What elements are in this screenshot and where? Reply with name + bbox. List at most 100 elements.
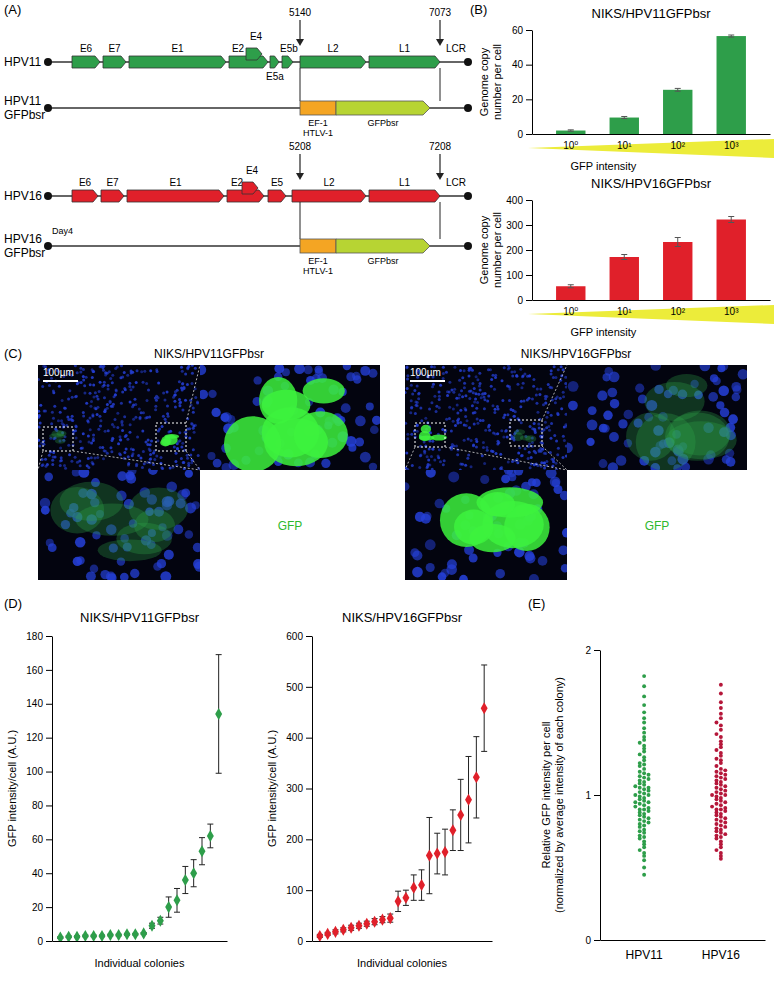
point: [719, 739, 723, 743]
tick-label: 500: [286, 682, 303, 693]
nucleus: [473, 423, 476, 426]
nucleus: [76, 461, 79, 464]
nucleus: [527, 457, 530, 460]
site-label: 7208: [429, 141, 452, 152]
track-end: [464, 58, 472, 66]
nucleus: [458, 393, 461, 396]
nucleus: [115, 390, 118, 393]
nucleus: [472, 391, 475, 394]
image-title: NIKS/HPV16GFPbsr: [521, 347, 632, 361]
point: [418, 879, 425, 891]
nucleus: [476, 418, 479, 421]
tick-mark: [306, 738, 312, 739]
nucleus: [435, 410, 438, 413]
plot-area: [316, 665, 487, 941]
error-bar: [621, 116, 627, 118]
micrograph: [405, 365, 567, 470]
nucleus: [125, 448, 128, 451]
axis-line: [600, 651, 601, 941]
nucleus: [586, 438, 594, 446]
error-cap: [728, 216, 734, 217]
scale-bar: [410, 380, 445, 382]
x-axis: 10⁰10¹10²10³: [533, 134, 771, 151]
nucleus: [131, 452, 134, 455]
error-bar: [166, 897, 172, 917]
nucleus: [431, 468, 434, 470]
point: [348, 922, 355, 934]
nucleus: [554, 401, 557, 404]
nucleus: [61, 422, 64, 425]
nucleus: [82, 415, 85, 418]
point: [642, 684, 646, 688]
nucleus: [474, 411, 477, 414]
nucleus: [430, 401, 433, 404]
nucleus: [155, 454, 158, 457]
point: [642, 703, 646, 707]
tick: 500: [286, 682, 312, 693]
nucleus: [46, 463, 49, 466]
nucleus: [431, 448, 434, 451]
tick-mark: [46, 738, 52, 739]
nucleus: [111, 423, 114, 426]
nucleus: [414, 400, 417, 403]
tick-label: HPV11: [626, 948, 663, 962]
tick-mark: [594, 795, 600, 796]
point: [723, 768, 727, 772]
nucleus: [500, 429, 503, 432]
nucleus: [529, 574, 539, 580]
nucleus: [475, 392, 478, 395]
point: [719, 683, 723, 687]
nucleus: [167, 415, 170, 418]
point: [719, 735, 723, 739]
point: [473, 771, 480, 783]
nucleus: [524, 447, 527, 450]
nucleus: [412, 550, 422, 560]
point: [719, 792, 723, 796]
nucleus: [618, 419, 627, 428]
point: [719, 780, 723, 784]
nucleus: [528, 451, 531, 454]
nucleus: [522, 374, 525, 377]
nucleus: [406, 387, 409, 390]
nucleus: [470, 439, 473, 442]
nucleus: [406, 366, 409, 369]
error-bar: [728, 217, 734, 223]
nucleus: [109, 400, 112, 403]
nucleus: [563, 439, 566, 442]
nucleus: [87, 420, 90, 423]
track-end: [464, 104, 472, 112]
axis-title: GFP intensity: [570, 160, 636, 172]
nucleus: [520, 454, 523, 457]
point: [99, 930, 106, 941]
tick: 400: [286, 732, 312, 743]
nucleus: [108, 370, 111, 373]
nucleus: [453, 388, 456, 391]
nucleus: [491, 374, 494, 377]
tick-label: 0: [517, 295, 523, 306]
nucleus: [499, 467, 502, 470]
nucleus: [186, 454, 189, 457]
chart-title: NIKS/HPV11GFPbsr: [80, 610, 200, 625]
nucleus: [526, 399, 529, 402]
nucleus: [76, 371, 79, 374]
error-cap: [207, 847, 213, 848]
tick: 10¹: [617, 134, 632, 151]
tick-mark: [46, 839, 52, 840]
nucleus: [369, 463, 377, 470]
nucleus: [501, 399, 504, 402]
error-cap: [621, 118, 627, 119]
tick-mark: [306, 789, 312, 790]
nucleus: [114, 393, 117, 396]
nucleus: [136, 435, 139, 438]
nucleus: [207, 452, 215, 460]
error-bar: [426, 817, 432, 893]
error-cap: [442, 874, 448, 875]
bar: [717, 36, 746, 134]
axis-title: Genome copy: [478, 47, 490, 116]
nucleus: [541, 448, 544, 451]
nucleus: [548, 429, 551, 432]
nucleus: [67, 444, 70, 447]
intensity-wedge: [528, 139, 774, 158]
error-bar: [174, 888, 180, 912]
micrograph-background: [38, 365, 200, 470]
